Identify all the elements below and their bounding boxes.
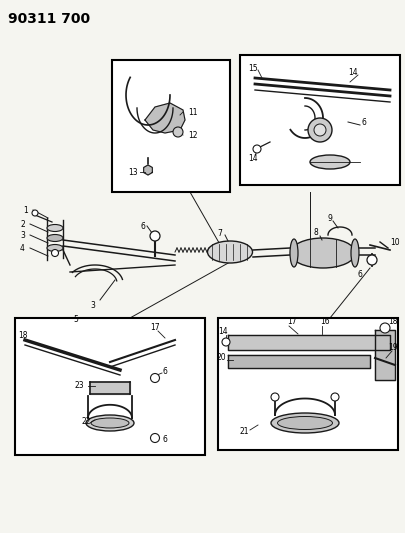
Text: 19: 19: [387, 343, 396, 352]
Ellipse shape: [289, 239, 297, 267]
Text: 18: 18: [18, 330, 28, 340]
Circle shape: [51, 249, 58, 256]
Text: 7: 7: [217, 229, 222, 238]
Text: 6: 6: [162, 367, 167, 376]
Ellipse shape: [290, 238, 355, 268]
Text: 14: 14: [247, 154, 257, 163]
Text: 20: 20: [216, 353, 226, 362]
Circle shape: [330, 393, 338, 401]
Polygon shape: [143, 165, 152, 175]
Text: 23: 23: [75, 381, 84, 390]
Text: 17: 17: [286, 318, 296, 327]
Text: 13: 13: [128, 167, 137, 176]
Text: 14: 14: [217, 327, 227, 336]
Bar: [15, 318, 205, 455]
Circle shape: [222, 338, 230, 346]
Text: 11: 11: [188, 108, 197, 117]
Text: 3: 3: [20, 230, 25, 239]
Text: 15: 15: [247, 63, 257, 72]
Circle shape: [32, 210, 38, 216]
Circle shape: [150, 433, 159, 442]
Text: 17: 17: [149, 324, 159, 333]
Text: 12: 12: [188, 131, 197, 140]
Ellipse shape: [47, 245, 63, 252]
Polygon shape: [228, 355, 369, 368]
Polygon shape: [90, 382, 130, 394]
Ellipse shape: [47, 224, 63, 231]
Text: 4: 4: [20, 244, 25, 253]
Ellipse shape: [350, 239, 358, 267]
Text: 18: 18: [387, 318, 396, 327]
Text: 5: 5: [73, 316, 78, 325]
Circle shape: [252, 145, 260, 153]
Text: 1: 1: [23, 206, 28, 214]
Circle shape: [313, 124, 325, 136]
Text: 10: 10: [389, 238, 399, 246]
Text: 14: 14: [347, 68, 357, 77]
Ellipse shape: [309, 155, 349, 169]
Ellipse shape: [270, 413, 338, 433]
Ellipse shape: [91, 418, 129, 428]
Text: 6: 6: [357, 270, 362, 279]
Text: 6: 6: [140, 222, 145, 230]
Text: 8: 8: [313, 228, 318, 237]
Text: 2: 2: [20, 220, 25, 229]
Ellipse shape: [207, 241, 252, 263]
Ellipse shape: [277, 416, 332, 430]
Circle shape: [307, 118, 331, 142]
Polygon shape: [145, 103, 185, 133]
Circle shape: [379, 323, 389, 333]
Circle shape: [150, 374, 159, 383]
Text: 16: 16: [319, 318, 329, 327]
Text: 3: 3: [90, 301, 95, 310]
Circle shape: [366, 255, 376, 265]
Circle shape: [270, 393, 278, 401]
Circle shape: [149, 231, 160, 241]
Ellipse shape: [86, 415, 134, 431]
Polygon shape: [374, 330, 394, 380]
Text: 90311 700: 90311 700: [8, 12, 90, 26]
Text: 9: 9: [327, 214, 332, 222]
Bar: [112, 60, 230, 192]
Bar: [239, 55, 399, 185]
Bar: [217, 318, 397, 450]
Ellipse shape: [47, 235, 63, 241]
Text: 6: 6: [361, 117, 366, 126]
Text: 21: 21: [239, 427, 249, 437]
Text: 6: 6: [162, 435, 167, 445]
Circle shape: [173, 127, 183, 137]
Polygon shape: [228, 335, 389, 350]
Text: 22: 22: [82, 417, 91, 426]
